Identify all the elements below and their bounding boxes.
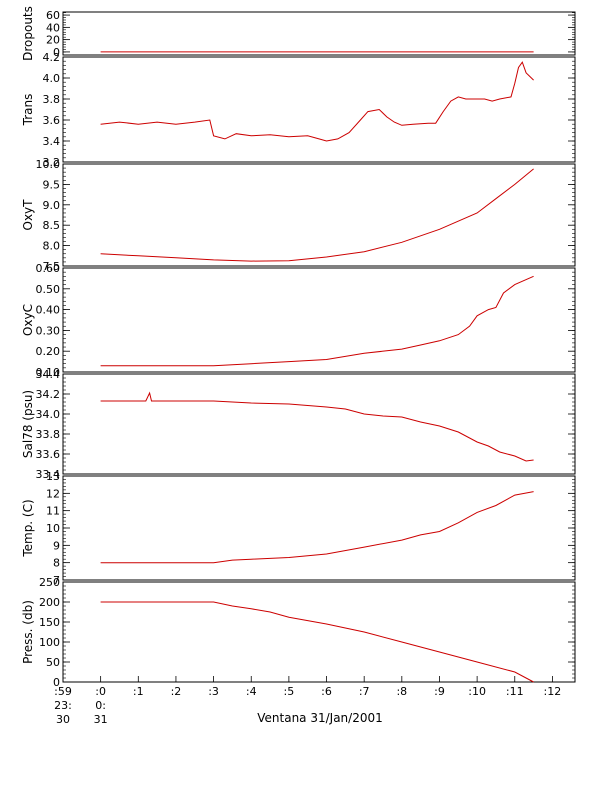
x-tick-label: :2 [171, 685, 182, 698]
y-axis-title: OxyT [21, 199, 35, 231]
y-tick-label: 0.20 [36, 345, 61, 358]
y-tick-label: 4.2 [43, 51, 61, 64]
panel-oxygen-concentration: 0.10 0.20 0.30 0.40 0.50 0.60 OxyC [21, 262, 576, 379]
x-tick-label: :1 [133, 685, 144, 698]
y-axis-title: OxyC [21, 304, 35, 336]
y-tick-label: 10 [46, 522, 60, 535]
x-hour-label: 23: [54, 699, 72, 712]
y-tick-label: 33.8 [36, 428, 61, 441]
panel-oxygen-temperature: 7.5 8.0 8.5 9.0 9.5 10.0 OxyT [21, 158, 576, 273]
y-tick-label: 7.5 [43, 260, 61, 273]
series-line-salinity [100, 391, 534, 462]
y-tick-label: 4.0 [43, 72, 61, 85]
y-tick-label: 200 [39, 596, 60, 609]
x-tick-label: :7 [359, 685, 370, 698]
y-tick-label: 60 [46, 9, 60, 22]
y-tick-label: 33.6 [36, 448, 61, 461]
y-axis-title: Sal78 (psu) [21, 390, 35, 458]
chart-caption: Ventana 31/Jan/2001 [257, 711, 383, 725]
x-tick-label: :9 [434, 685, 445, 698]
x-tick-label: :0 [95, 685, 106, 698]
y-tick-label: 9.0 [43, 199, 61, 212]
panel-transmission: 3.2 3.4 3.6 3.8 4.0 4.2 Trans [21, 51, 576, 169]
x-hour-label: 0: [95, 699, 106, 712]
y-tick-label: 0.30 [36, 324, 61, 337]
series-line-temperature [100, 491, 534, 564]
time-axis: :59 :0 :1 :2 :3 :4 :5 :6 :7 :8 :9 :10 :11 :12 23:30 0:3… [54, 676, 561, 726]
series-line-oxygen-temperature [100, 168, 534, 262]
y-tick-label: 40 [46, 21, 60, 34]
series-line-oxygen-concentration [100, 275, 534, 367]
y-tick-label: 20 [46, 34, 60, 47]
x-tick-label: :12 [544, 685, 562, 698]
y-axis-title: Press. (db) [21, 600, 35, 664]
series-line-transmission [100, 61, 534, 142]
y-tick-label: 34.4 [36, 368, 61, 381]
panel-frame [62, 475, 576, 581]
panel-frame [62, 56, 576, 163]
y-tick-label: 100 [39, 636, 60, 649]
chart-panels: 0204060Dropouts3.23.43.63.84.04.2Trans7.… [21, 6, 576, 689]
x-tick-label: :6 [321, 685, 332, 698]
y-tick-label: 0.50 [36, 283, 61, 296]
y-tick-label: 34.0 [36, 408, 61, 421]
panel-frame [62, 581, 576, 683]
y-tick-label: 250 [39, 576, 60, 589]
y-tick-label: 10.0 [36, 158, 61, 171]
y-tick-label: 8.5 [43, 219, 61, 232]
series-line-pressure [100, 601, 534, 683]
y-tick-label: 13 [46, 470, 60, 483]
x-tick-label: :59 [54, 685, 72, 698]
y-tick-label: 9 [53, 539, 60, 552]
x-tick-label: :8 [396, 685, 407, 698]
x-tick-label: :4 [246, 685, 257, 698]
x-tick-label: :11 [506, 685, 524, 698]
y-axis-title: Temp. (C) [21, 499, 35, 557]
y-tick-label: 50 [46, 656, 60, 669]
y-axis-title: Dropouts [21, 6, 35, 61]
x-tick-label: :5 [284, 685, 295, 698]
panel-frame [62, 373, 576, 475]
y-tick-label: 8 [53, 557, 60, 570]
x-tick-label: :10 [468, 685, 486, 698]
y-tick-label: 0.40 [36, 304, 61, 317]
panel-pressure: 0 50 100 150 200 250 Press. (db) [21, 576, 576, 689]
panel-temperature: 7 8 9 10 11 12 13 Temp. (C) [21, 470, 576, 587]
x-day-label: 30 [56, 713, 70, 726]
y-tick-label: 8.0 [43, 240, 61, 253]
y-tick-label: 33.4 [36, 468, 61, 481]
x-tick-label: :3 [208, 685, 219, 698]
y-tick-label: 150 [39, 616, 60, 629]
panel-frame [62, 11, 576, 56]
y-tick-label: 0.60 [36, 262, 61, 275]
y-tick-label: 3.4 [43, 135, 61, 148]
x-day-label: 31 [94, 713, 108, 726]
y-tick-label: 3.2 [43, 156, 61, 169]
y-tick-label: 7 [53, 574, 60, 587]
y-tick-label: 9.5 [43, 178, 61, 191]
y-tick-label: 34.2 [36, 388, 61, 401]
y-axis-title: Trans [21, 94, 35, 127]
panel-frame [62, 267, 576, 373]
y-tick-label: 12 [46, 487, 60, 500]
y-tick-label: 0.10 [36, 366, 61, 379]
y-tick-label: 0 [53, 676, 60, 689]
y-tick-label: 0 [53, 46, 60, 59]
y-tick-label: 3.6 [43, 114, 61, 127]
y-tick-label: 3.8 [43, 93, 61, 106]
y-tick-label: 11 [46, 505, 60, 518]
panel-frame [62, 163, 576, 267]
